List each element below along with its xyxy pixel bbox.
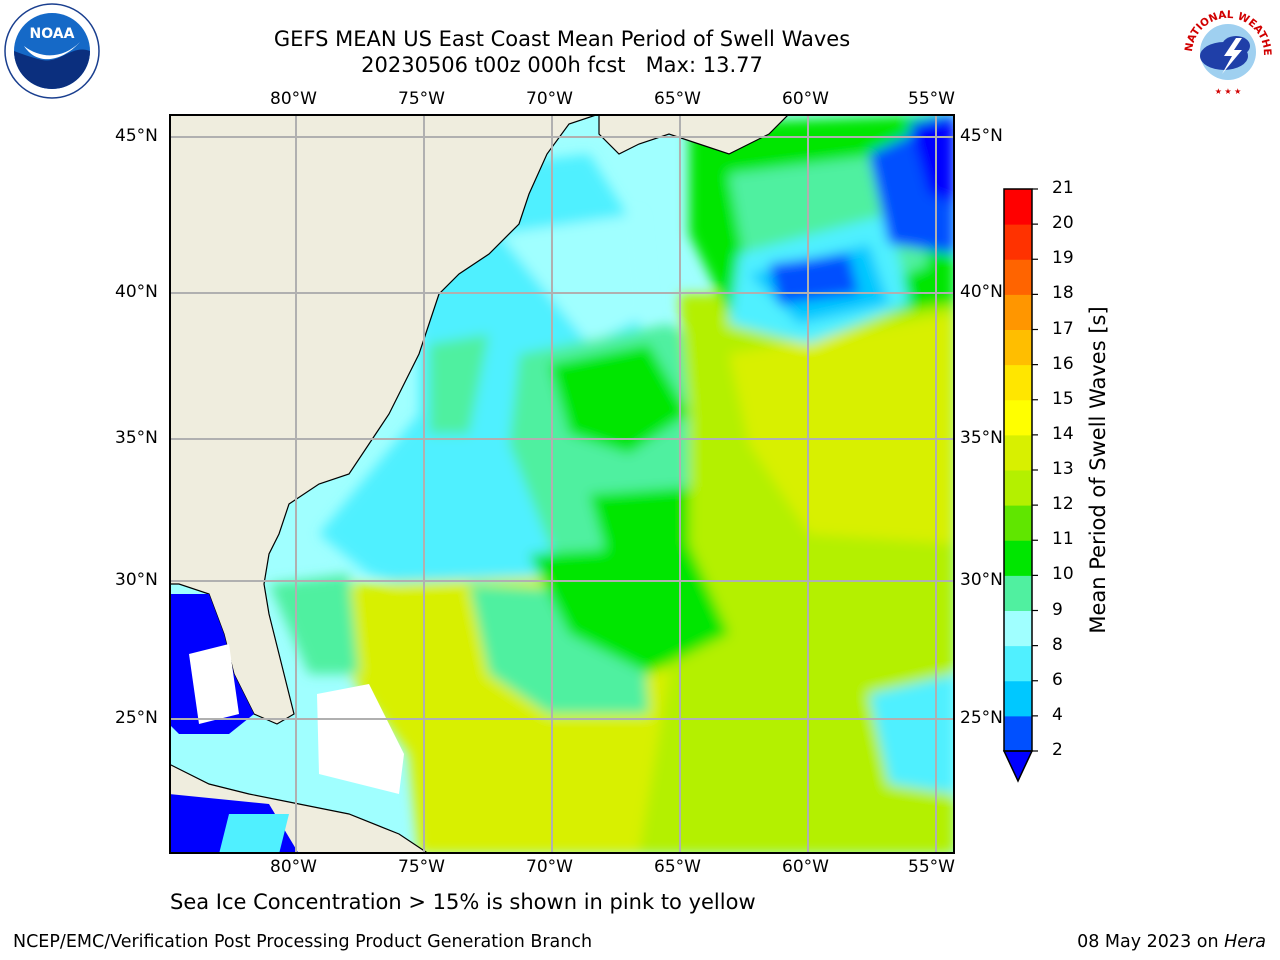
colorbar-tick-label: 18 <box>1052 283 1074 304</box>
lat-label-left: 40°N <box>115 282 158 302</box>
colorbar-title: Mean Period of Swell Waves [s] <box>1086 306 1110 634</box>
lat-label-right: 35°N <box>960 428 1003 448</box>
map-frame <box>169 114 955 854</box>
lat-label-right: 30°N <box>960 570 1003 590</box>
colorbar-segment <box>1004 505 1032 541</box>
colorbar-tick-label: 10 <box>1052 564 1074 585</box>
colorbar-tick-label: 17 <box>1052 318 1074 339</box>
colorbar <box>1002 188 1038 783</box>
footer-machine: Hera <box>1224 932 1266 952</box>
colorbar-tick-label: 14 <box>1052 423 1074 444</box>
land-nova-scotia <box>598 114 790 155</box>
svg-text:★ ★ ★: ★ ★ ★ <box>1215 87 1242 96</box>
footer-date-text: 08 May 2023 on <box>1077 932 1225 952</box>
colorbar-tick-label: 13 <box>1052 459 1074 479</box>
colorbar-tick-label: 19 <box>1052 248 1074 269</box>
colorbar-segment <box>1004 399 1032 436</box>
masked-area-bahamas <box>317 684 404 794</box>
lon-label-top: 70°W <box>526 89 573 109</box>
colorbar-segment <box>1004 294 1032 330</box>
colorbar-tick-label: 6 <box>1052 669 1063 690</box>
colorbar-segment <box>1004 575 1032 611</box>
map-title-line2: 20230506 t00z 000h fcst Max: 13.77 <box>361 53 763 77</box>
colorbar-tick-label: 12 <box>1052 494 1074 515</box>
noaa-logo: NOAA <box>4 3 100 99</box>
lat-label-right: 40°N <box>960 282 1003 302</box>
lon-label-bottom: 55°W <box>908 857 955 877</box>
colorbar-segment <box>1004 540 1032 576</box>
lon-label-bottom: 60°W <box>782 857 829 877</box>
colorbar-segment <box>1004 224 1032 260</box>
lat-label-left: 30°N <box>115 570 158 590</box>
lat-label-left: 35°N <box>115 428 158 448</box>
lon-label-bottom: 70°W <box>526 857 573 877</box>
lon-label-top: 55°W <box>908 89 955 109</box>
lon-label-top: 75°W <box>398 89 445 109</box>
colorbar-under-arrow <box>1002 750 1034 783</box>
colorbar-segment <box>1004 189 1032 225</box>
colorbar-segment <box>1004 364 1032 401</box>
footer-producer: NCEP/EMC/Verification Post Processing Pr… <box>13 932 593 952</box>
colorbar-tick-label: 21 <box>1052 178 1074 198</box>
lon-label-bottom: 80°W <box>270 857 317 877</box>
colorbar-segment <box>1004 715 1032 752</box>
colorbar-segment <box>1004 610 1032 647</box>
colorbar-tick-label: 20 <box>1052 213 1074 234</box>
lon-label-top: 80°W <box>270 89 317 109</box>
footer-date: 08 May 2023 on Hera <box>1077 932 1266 952</box>
map-title: GEFS MEAN US East Coast Mean Period of S… <box>170 26 954 78</box>
sea-ice-note: Sea Ice Concentration > 15% is shown in … <box>170 890 756 914</box>
colorbar-tick-label: 15 <box>1052 388 1074 409</box>
colorbar-tick-label: 8 <box>1052 634 1063 655</box>
lon-label-bottom: 65°W <box>654 857 701 877</box>
noaa-logo-text: NOAA <box>30 26 75 42</box>
colorbar-tick-label: 16 <box>1052 353 1074 374</box>
lat-label-left: 45°N <box>115 126 158 146</box>
lat-label-left: 25°N <box>115 708 158 728</box>
map-title-line1: GEFS MEAN US East Coast Mean Period of S… <box>273 27 851 51</box>
swell-period-field <box>269 114 955 854</box>
graticule <box>169 114 955 854</box>
map-panel <box>169 114 955 854</box>
colorbar-segment <box>1004 680 1032 717</box>
lon-label-top: 65°W <box>654 89 701 109</box>
lat-label-right: 45°N <box>960 126 1003 146</box>
colorbar-segment <box>1004 434 1032 471</box>
colorbar-tick-label: 11 <box>1052 529 1074 550</box>
nws-logo: NATIONAL WEATHER SERVICE ★ ★ ★ <box>1178 2 1274 96</box>
colorbar-segment <box>1004 470 1032 506</box>
colorbar-tick-label: 9 <box>1052 599 1063 620</box>
colorbar-segment <box>1004 329 1032 366</box>
lon-label-bottom: 75°W <box>398 857 445 877</box>
colorbar-segment <box>1004 645 1032 682</box>
colorbar-tick-label: 2 <box>1052 740 1063 760</box>
colorbar-segment <box>1004 259 1032 295</box>
colorbar-tick-label: 4 <box>1052 704 1063 725</box>
lat-label-right: 25°N <box>960 708 1003 728</box>
lon-label-top: 60°W <box>782 89 829 109</box>
